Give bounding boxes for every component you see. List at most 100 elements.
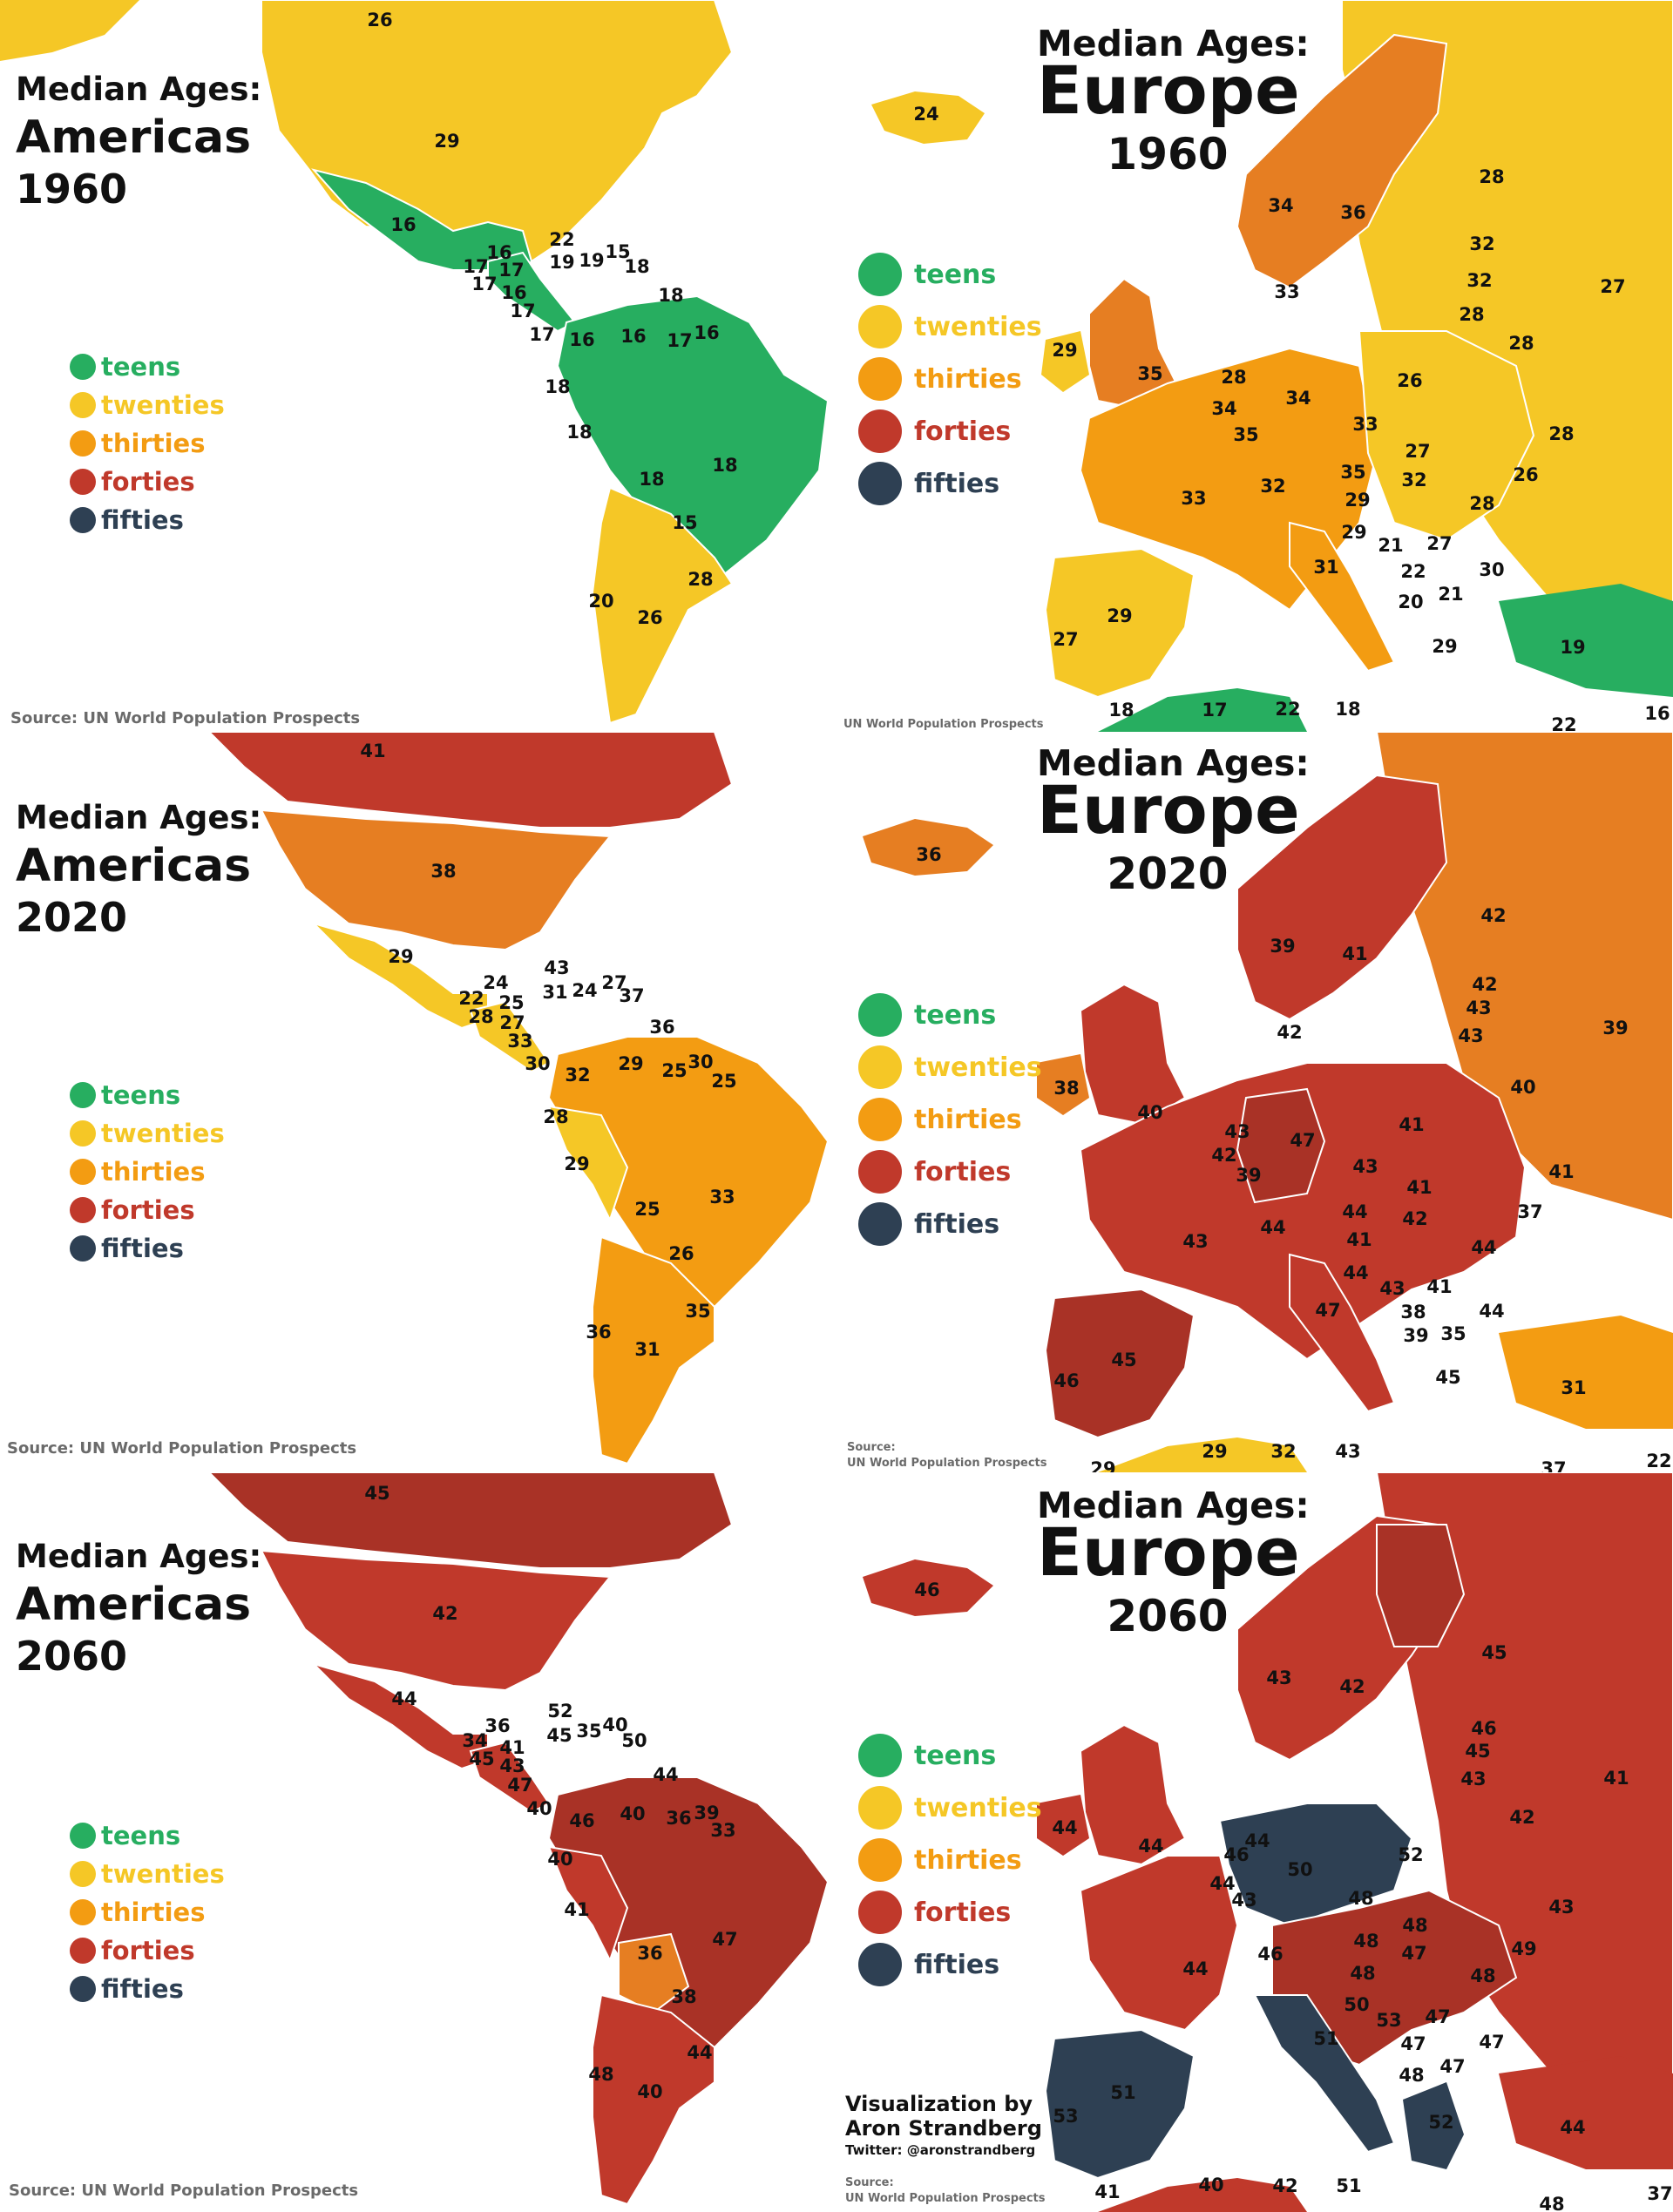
legend-item-teens: teens	[70, 1821, 180, 1850]
median-age-label: 38	[1053, 1078, 1079, 1099]
median-age-label: 17	[498, 260, 524, 281]
median-age-label: 43	[1335, 1441, 1360, 1462]
median-age-label: 40	[602, 1715, 627, 1735]
legend-swatch-fifties	[70, 1976, 96, 2002]
median-age-label: 28	[1469, 493, 1494, 514]
legend-swatch-twenties	[858, 1786, 902, 1830]
legend-label-thirties: thirties	[101, 1157, 206, 1187]
median-age-label: 43	[1266, 1667, 1291, 1688]
median-age-label: 40	[547, 1849, 572, 1870]
median-age-label: 40	[620, 1803, 645, 1824]
median-age-label: 34	[1268, 195, 1293, 216]
median-age-label: 35	[1440, 1323, 1466, 1344]
median-age-label: 18	[712, 455, 737, 476]
median-age-label: 26	[637, 607, 662, 628]
median-age-label: 45	[1435, 1367, 1460, 1388]
median-age-label: 50	[621, 1730, 647, 1751]
median-age-label: 30	[1479, 559, 1504, 580]
title-line3: 2020	[16, 894, 128, 941]
median-age-label: 44	[1209, 1873, 1235, 1894]
legend-item-forties: forties	[70, 1195, 195, 1225]
median-age-label: 20	[588, 591, 613, 612]
panel-europe-2020: 36 42 39 41 42 43 39 42 43 38 40 40 43 47 41 42 39 43 41 41…	[836, 732, 1673, 1472]
median-age-label: 31	[542, 982, 567, 1003]
legend-swatch-twenties	[858, 1045, 902, 1089]
median-age-label: 17	[667, 330, 692, 351]
legend-item-teens: teens	[70, 1080, 180, 1110]
median-age-label: 43	[544, 957, 569, 978]
median-age-label: 19	[549, 252, 574, 273]
median-age-label: 45	[1465, 1741, 1490, 1762]
median-age-label: 35	[1137, 363, 1162, 384]
median-age-label: 36	[916, 844, 941, 865]
legend-item-twenties: twenties	[858, 1786, 1042, 1830]
median-age-label: 16	[569, 329, 594, 350]
legend-item-forties: forties	[858, 409, 1011, 453]
title-line2: Americas	[16, 112, 252, 164]
median-age-label: 39	[1403, 1325, 1428, 1346]
median-age-label: 16	[694, 322, 719, 343]
title-line3: 1960	[1107, 129, 1229, 179]
region-iceland	[871, 91, 985, 144]
credit-line1: Visualization by	[845, 2092, 1033, 2116]
region-nordic	[1236, 774, 1448, 1021]
region-turkey	[1499, 1316, 1673, 1429]
median-age-label: 41	[1603, 1768, 1629, 1789]
median-age-label: 17	[463, 256, 488, 277]
title-line1: Median Ages:	[1037, 742, 1310, 784]
median-age-label: 38	[1400, 1302, 1426, 1322]
median-age-label: 22	[1551, 714, 1576, 732]
median-age-label: 16	[501, 282, 526, 303]
median-age-label: 19	[1560, 637, 1585, 658]
legend-swatch-teens	[70, 1823, 96, 1849]
source-note: UN World Population Prospects	[843, 718, 1044, 731]
source-note: Source: UN World Population Prospects	[7, 1439, 357, 1458]
source-note: Source: UN World Population Prospects	[10, 709, 361, 727]
legend-item-twenties: twenties	[858, 305, 1042, 348]
legend-swatch-fifties	[858, 1943, 902, 1986]
legend-swatch-forties	[70, 469, 96, 495]
median-age-label: 43	[1352, 1156, 1378, 1177]
median-age-label: 46	[1223, 1844, 1249, 1865]
region-central-fifties	[1218, 1803, 1413, 1927]
median-age-label: 29	[388, 946, 413, 967]
legend-item-fifties: fifties	[70, 1974, 184, 2004]
median-age-label: 41	[1342, 944, 1367, 964]
region-central-america	[469, 1741, 551, 1814]
median-age-label: 28	[1508, 333, 1534, 354]
median-age-label: 34	[462, 1730, 487, 1751]
legend-label-forties: forties	[914, 1156, 1012, 1187]
region-british-isles	[1079, 983, 1187, 1126]
median-age-label: 43	[1231, 1890, 1256, 1911]
legend-item-teens: teens	[858, 253, 996, 296]
median-age-label: 39	[1236, 1165, 1261, 1186]
region-andes	[547, 1845, 629, 1963]
legend-swatch-forties	[70, 1197, 96, 1223]
legend-swatch-thirties	[70, 1899, 96, 1925]
median-age-label: 35	[576, 1721, 601, 1742]
region-italy	[1289, 1253, 1396, 1413]
median-age-label: 29	[1341, 522, 1366, 543]
median-age-label: 18	[1108, 700, 1134, 720]
source-note: Source: UN World Population Prospects	[9, 2182, 359, 2200]
median-age-label: 39	[1602, 1018, 1628, 1038]
panel-americas-1960: 26 29 16 16 17 17 17 16 17 17 22 19 19 15 18 18 16 16 17 16…	[0, 0, 836, 732]
median-age-label: 17	[471, 274, 497, 294]
median-age-label: 44	[1560, 2117, 1585, 2138]
title-line1: Median Ages:	[1037, 23, 1310, 64]
median-age-label: 16	[1644, 703, 1670, 724]
median-age-label: 20	[1398, 592, 1423, 612]
median-age-label: 17	[1202, 700, 1227, 720]
legend-item-forties: forties	[858, 1150, 1011, 1194]
median-age-label: 18	[566, 422, 592, 443]
median-age-label: 31	[634, 1339, 660, 1360]
median-age-label: 16	[486, 242, 511, 263]
title-line2: Americas	[16, 840, 252, 892]
region-eastern-europe	[1358, 330, 1535, 542]
legend-label-thirties: thirties	[101, 1897, 206, 1927]
legend-swatch-teens	[70, 1082, 96, 1108]
median-age-label: 46	[1053, 1370, 1079, 1391]
region-italy	[1289, 521, 1396, 673]
median-age-label: 28	[1221, 367, 1246, 388]
median-age-label: 41	[1346, 1229, 1372, 1250]
